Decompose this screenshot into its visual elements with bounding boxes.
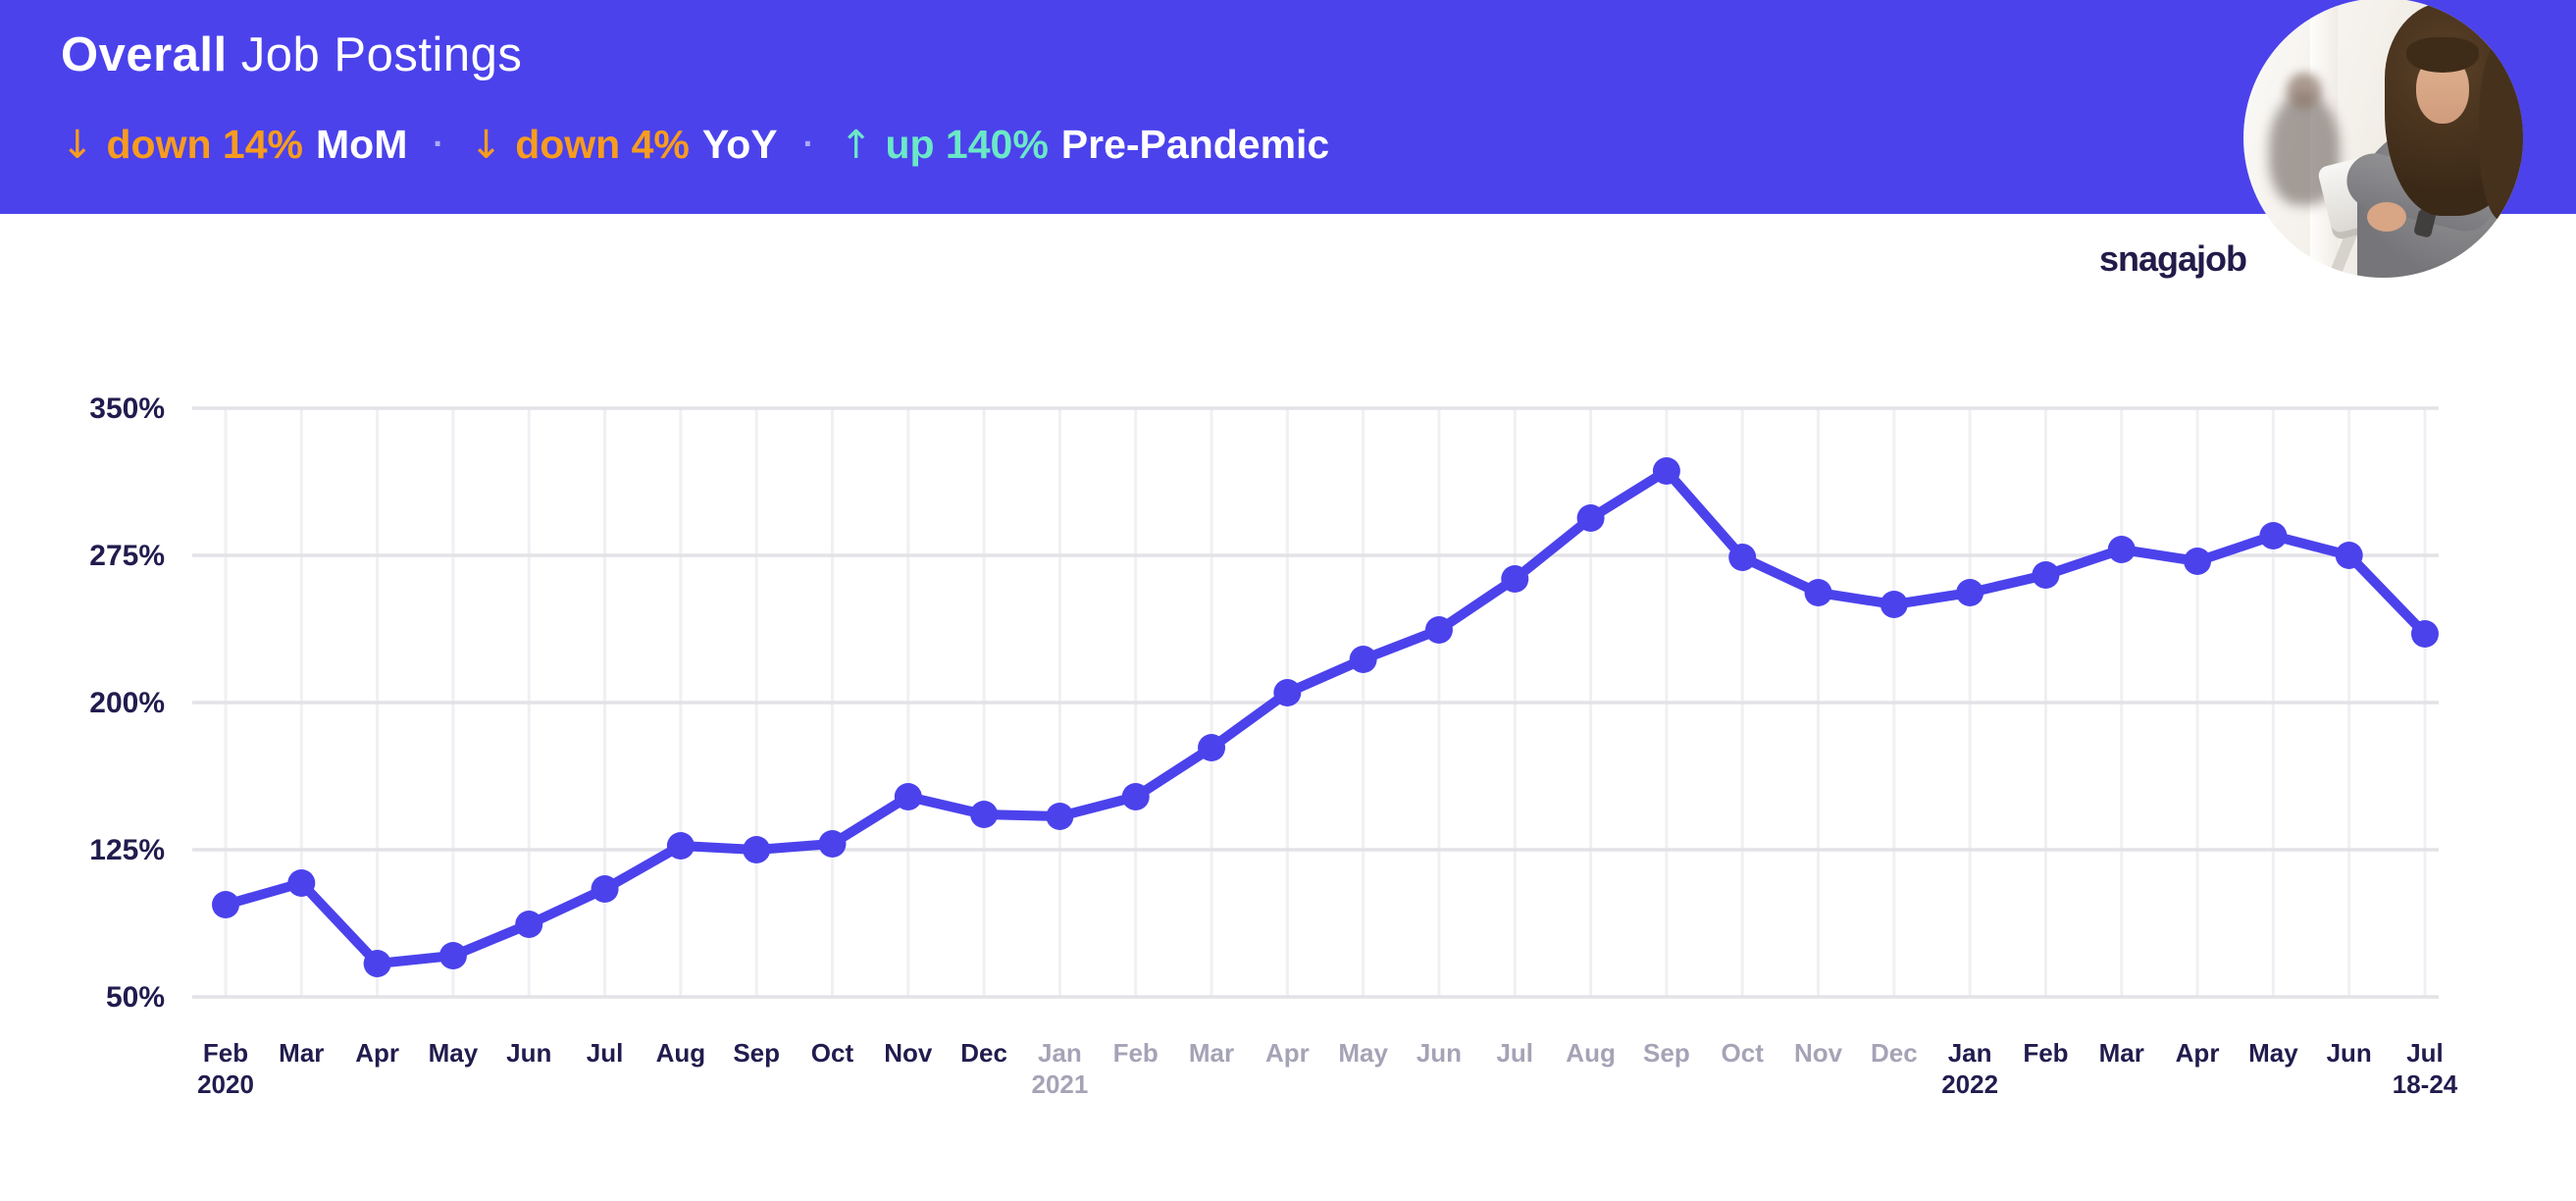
stat-prepandemic: ↑ up 140% Pre-Pandemic [840,122,1329,168]
data-point [212,891,239,918]
stat-yoy-label: YoY [701,122,778,167]
data-point [2184,548,2212,575]
x-tick-label: Nov [1794,1038,1843,1068]
data-point [2410,620,2439,648]
data-point [2107,536,2136,563]
y-tick-label: 50% [106,981,165,1014]
x-tick-label: May [1338,1038,1388,1068]
x-tick-label: Jun [506,1038,551,1068]
x-tick-label: Jan [1038,1038,1082,1068]
x-tick-label: Apr [355,1038,399,1068]
header-photo [2243,0,2523,278]
data-point [1424,616,1453,644]
data-point [818,830,847,858]
stat-prepandemic-value: up 140% [885,122,1049,167]
data-point [666,832,695,860]
data-point [363,950,391,977]
data-point [1652,457,1680,485]
data-point [1349,646,1377,673]
x-tick-label: Feb [2023,1038,2068,1068]
y-tick-label: 275% [89,540,165,572]
stats-row: ↓ down 14% MoM · ↓ down 4% YoY · ↑ up 14… [61,122,1329,168]
stat-mom: ↓ down 14% MoM [61,122,407,168]
x-tick-label: Sep [1643,1038,1690,1068]
x-tick-label: Aug [656,1038,706,1068]
x-tick-label: Dec [1871,1038,1918,1068]
photo-person-hair [2479,39,2523,221]
y-tick-label: 125% [89,834,165,866]
data-point [515,911,543,938]
data-point [1046,803,1074,830]
x-tick-sublabel: 2020 [197,1070,254,1099]
data-point [2259,522,2288,549]
stat-yoy-value: down 4% [515,122,690,167]
data-point [1501,565,1529,593]
snagajob-logo: snagajob [2098,238,2247,279]
y-tick-label: 200% [89,687,165,719]
page-title: Overall Job Postings [61,27,522,82]
x-tick-label: Jan [1948,1038,1992,1068]
x-tick-sublabel: 2021 [1031,1070,1088,1099]
stat-mom-value: down 14% [106,122,303,167]
x-tick-label: Dec [960,1038,1007,1068]
x-tick-label: Oct [1722,1038,1765,1068]
x-tick-label: Feb [203,1038,248,1068]
x-tick-label: Jun [1417,1038,1462,1068]
stat-mom-label: MoM [316,122,408,167]
data-point [287,869,316,897]
x-tick-sublabel: 2022 [1941,1070,1998,1099]
stat-separator: · [802,126,814,163]
data-point [1576,504,1605,532]
stat-prepandemic-label: Pre-Pandemic [1060,122,1330,167]
y-tick-label: 350% [89,392,165,425]
header-banner: Overall Job Postings ↓ down 14% MoM · ↓ … [0,0,2576,214]
data-point [1273,679,1302,706]
data-point [438,942,467,969]
photo-mirror-reflection [2287,73,2322,108]
page-title-bold: Overall [61,28,228,81]
data-point [591,875,619,903]
data-point [2335,542,2363,569]
x-tick-label: Apr [2176,1038,2220,1068]
x-tick-sublabel: 18-24 [2393,1070,2458,1099]
data-point [2032,561,2060,589]
data-point [1880,591,1908,618]
data-point [743,836,771,863]
x-tick-label: May [429,1038,479,1068]
data-point [970,801,999,828]
down-arrow-icon: ↓ [469,123,503,168]
x-tick-label: Mar [279,1038,324,1068]
x-tick-label: Jul [587,1038,624,1068]
x-tick-label: Sep [733,1038,780,1068]
data-line [221,466,2430,968]
x-tick-label: Mar [1189,1038,1234,1068]
stat-separator: · [433,126,444,163]
x-tick-label: May [2248,1038,2298,1068]
data-point [1728,544,1757,571]
data-point [1804,579,1832,606]
data-point [894,783,922,810]
x-tick-label: Aug [1566,1038,1616,1068]
x-tick-label: Feb [1113,1038,1159,1068]
page-title-rest: Job Postings [240,28,523,81]
down-arrow-icon: ↓ [61,123,94,168]
data-point [1121,783,1150,810]
up-arrow-icon: ↑ [839,123,873,168]
photo-person-fringe [2406,37,2479,73]
x-tick-label: Mar [2099,1038,2144,1068]
x-tick-label: Jul [2406,1038,2444,1068]
x-tick-label: Apr [1265,1038,1310,1068]
x-tick-label: Jul [1496,1038,1533,1068]
photo-person-hand [2367,202,2406,232]
x-tick-label: Jun [2327,1038,2372,1068]
stat-yoy: ↓ down 4% YoY [470,122,778,168]
x-tick-label: Oct [811,1038,854,1068]
data-point [1956,579,1984,606]
data-point [1198,734,1226,761]
x-tick-label: Nov [884,1038,933,1068]
